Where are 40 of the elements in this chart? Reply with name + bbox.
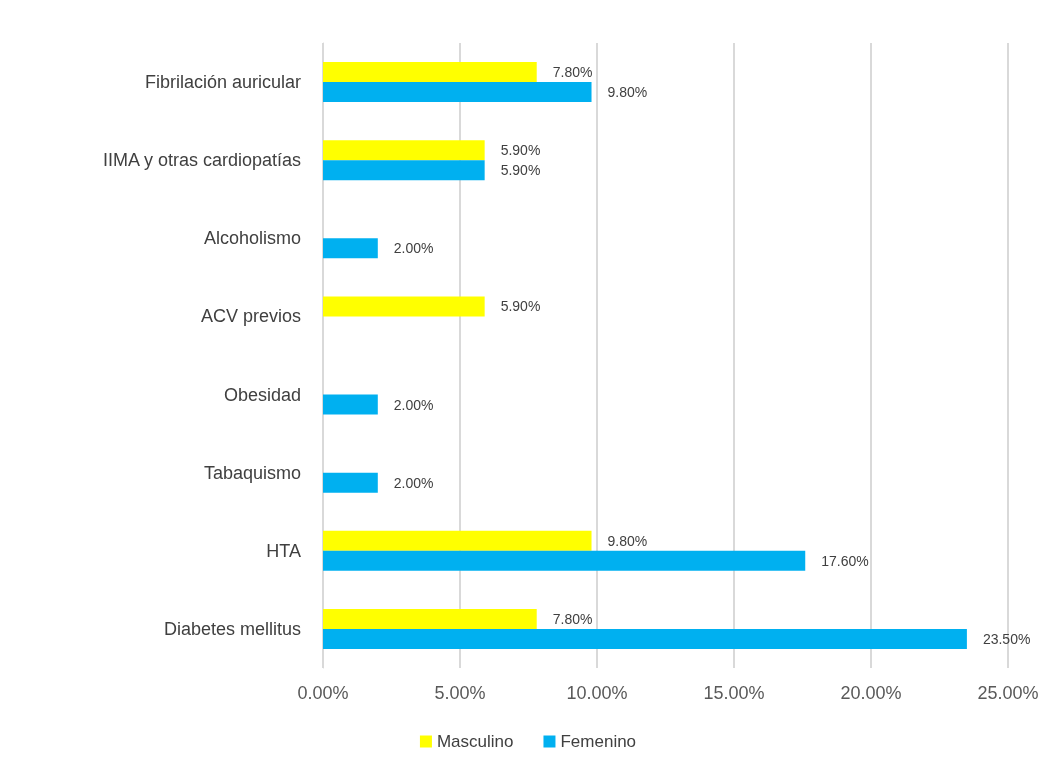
bar (323, 160, 485, 181)
y-tick-label: Diabetes mellitus (163, 618, 301, 639)
bar (323, 140, 485, 161)
bar (323, 82, 592, 103)
bar (323, 472, 378, 493)
data-label: 5.90% (500, 298, 541, 315)
data-label: 7.80% (552, 64, 593, 81)
bar (323, 296, 485, 317)
data-label: 2.00% (393, 474, 434, 491)
y-tick-label: IIMA y otras cardiopatías (102, 150, 301, 171)
x-tick-label: 5.00% (434, 683, 486, 703)
data-label: 17.60% (821, 552, 869, 569)
bar (323, 394, 378, 415)
y-tick-label: Alcoholismo (203, 228, 301, 249)
bar (323, 238, 378, 259)
bar (323, 608, 537, 629)
bar (323, 628, 967, 649)
x-tick-label: 25.00% (977, 683, 1039, 703)
data-label: 2.00% (393, 240, 434, 257)
bar (323, 530, 592, 551)
y-tick-label: ACV previos (200, 306, 301, 327)
data-label: 23.50% (982, 630, 1031, 647)
data-label: 2.00% (393, 396, 434, 413)
y-tick-label: Fibrilación auricular (144, 72, 301, 93)
x-tick-label: 10.00% (566, 683, 628, 703)
data-label: 7.80% (552, 610, 593, 627)
bar (323, 62, 537, 83)
x-tick-label: 0.00% (297, 683, 349, 703)
legend-label: Femenino (560, 732, 637, 751)
data-label: 5.90% (500, 142, 541, 159)
data-label: 9.80% (607, 84, 648, 101)
x-tick-label: 20.00% (840, 683, 902, 703)
x-tick-label: 15.00% (703, 683, 765, 703)
bar (323, 550, 806, 571)
data-label: 5.90% (500, 162, 541, 179)
y-tick-label: HTA (266, 540, 301, 561)
y-tick-label: Tabaquismo (203, 462, 301, 483)
data-label: 9.80% (607, 532, 648, 549)
legend-label: Masculino (436, 732, 514, 751)
y-tick-label: Obesidad (223, 384, 301, 405)
